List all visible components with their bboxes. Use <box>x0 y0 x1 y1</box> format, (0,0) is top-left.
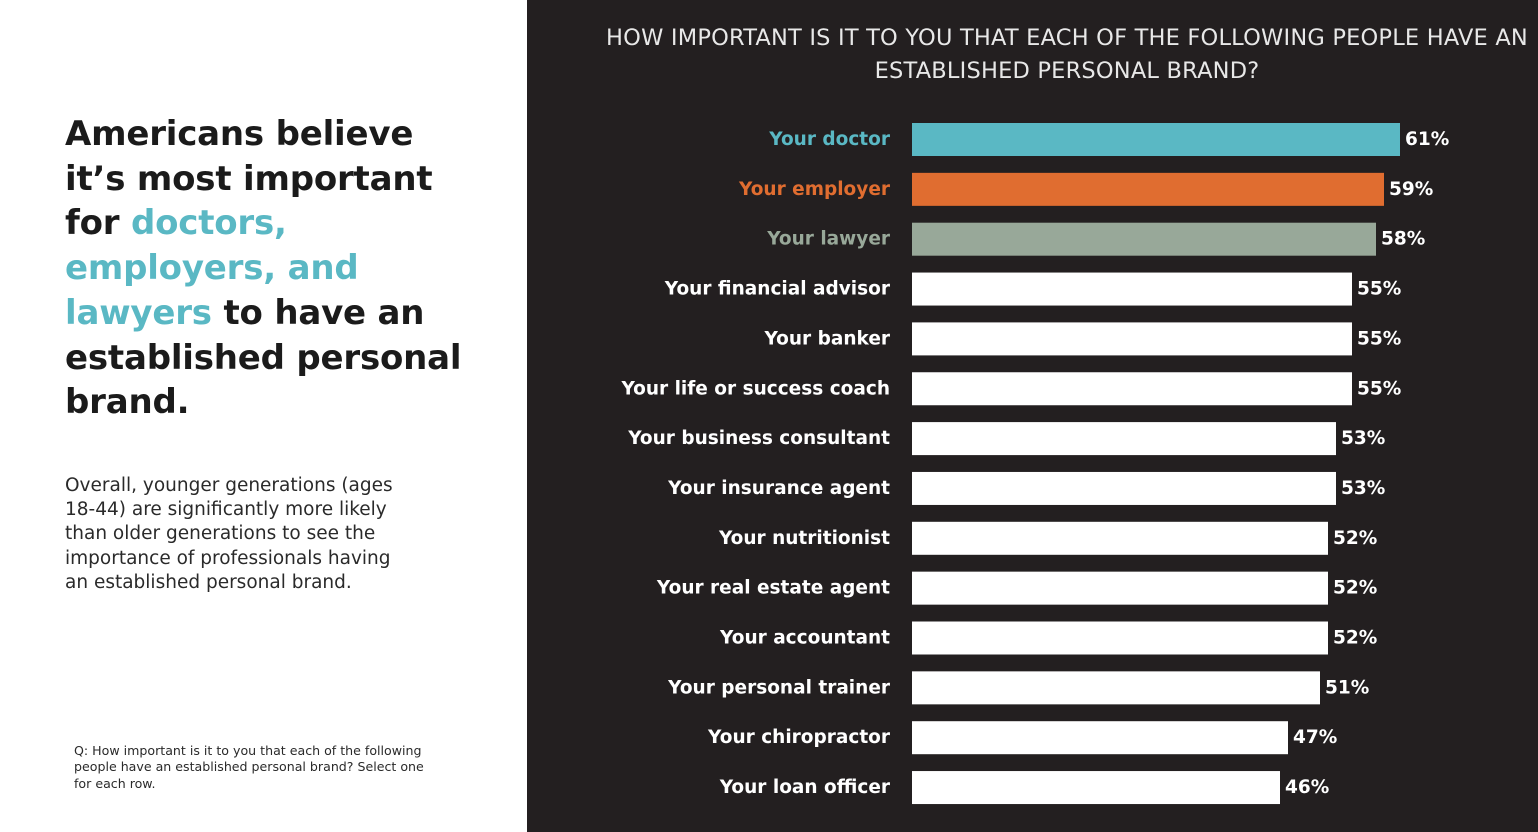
value-label: 55% <box>1357 279 1401 300</box>
bar <box>912 272 1352 306</box>
bar <box>912 372 1352 406</box>
left-panel <box>0 0 527 832</box>
bar <box>912 222 1376 256</box>
category-label: Your financial advisor <box>664 279 891 300</box>
category-label: Your doctor <box>768 129 891 150</box>
chart-title: HOW IMPORTANT IS IT TO YOU THAT EACH OF … <box>606 25 1528 84</box>
bar <box>912 621 1328 655</box>
category-label: Your banker <box>763 328 890 349</box>
category-label: Your life or success coach <box>620 378 890 399</box>
category-label: Your personal trainer <box>667 677 891 698</box>
bar <box>912 771 1280 805</box>
value-label: 53% <box>1341 478 1385 499</box>
value-label: 51% <box>1325 677 1369 698</box>
bar <box>912 521 1328 555</box>
headline-part2: to have an established personal brand. <box>65 292 462 423</box>
category-label: Your chiropractor <box>707 727 891 748</box>
bar <box>912 123 1400 156</box>
category-label: Your accountant <box>719 628 890 649</box>
value-label: 46% <box>1285 777 1329 798</box>
value-label: 52% <box>1333 528 1377 549</box>
bar <box>912 471 1336 505</box>
value-label: 55% <box>1357 378 1401 399</box>
bar <box>912 422 1336 456</box>
value-label: 59% <box>1389 179 1433 200</box>
value-label: 55% <box>1357 328 1401 349</box>
value-label: 58% <box>1381 229 1425 250</box>
category-label: Your insurance agent <box>667 478 890 499</box>
value-label: 52% <box>1333 628 1377 649</box>
category-label: Your employer <box>738 179 891 200</box>
category-label: Your real estate agent <box>656 578 890 599</box>
category-label: Your nutritionist <box>718 528 890 549</box>
bar <box>912 671 1320 705</box>
bar <box>912 172 1384 206</box>
bar <box>912 721 1288 755</box>
body-text: Overall, younger generations (ages 18-44… <box>65 475 393 593</box>
category-label: Your lawyer <box>766 229 891 250</box>
headline: Americans believe it’s most important fo… <box>65 112 485 425</box>
category-label: Your loan officer <box>719 777 891 798</box>
value-label: 53% <box>1341 428 1385 449</box>
survey-question-footnote: Q: How important is it to you that each … <box>74 743 424 791</box>
headline-part1: Americans believe it’s most important fo… <box>65 114 433 244</box>
bar <box>912 571 1328 605</box>
headline-highlight: doctors, employers, and lawyers <box>65 203 359 333</box>
value-label: 52% <box>1333 578 1377 599</box>
value-label: 47% <box>1293 727 1337 748</box>
category-label: Your business consultant <box>627 428 890 449</box>
value-label: 61% <box>1405 129 1449 150</box>
bar <box>912 322 1352 356</box>
